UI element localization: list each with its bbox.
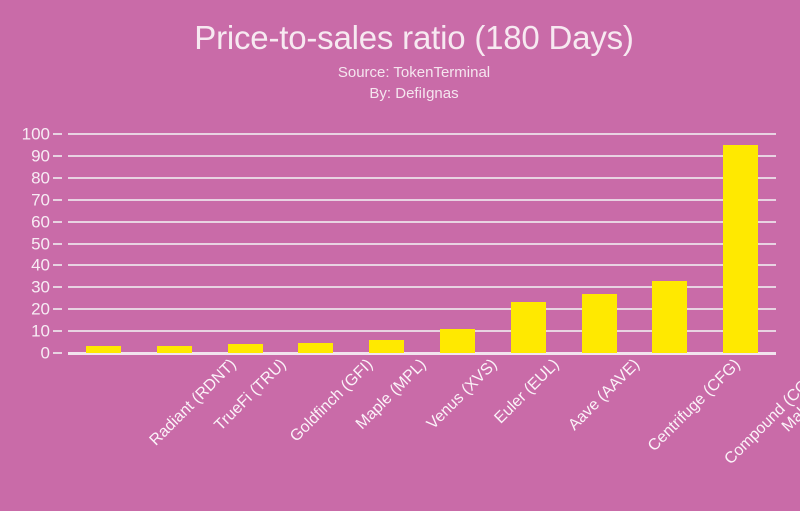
chart-subtitle-byline: By: DefiIgnas — [369, 85, 459, 102]
x-axis-tick-label: Euler (EUL) — [491, 356, 563, 428]
bar — [156, 346, 192, 353]
y-axis-tick-label: 100 — [21, 124, 50, 144]
gridline — [68, 198, 776, 201]
y-axis-tick-mark — [53, 198, 62, 201]
gridline — [68, 330, 776, 333]
gridline — [68, 133, 776, 135]
y-axis-tick-label: 10 — [31, 321, 50, 341]
bar — [723, 144, 759, 353]
y-axis-tick-label: 90 — [31, 146, 50, 166]
bar — [369, 339, 405, 353]
y-axis-tick-label: 30 — [31, 277, 50, 297]
chart-subtitle-source: Source: TokenTerminal — [337, 64, 491, 81]
y-axis-tick-mark — [53, 308, 62, 311]
x-axis-tick-label: Goldfinch (GFI) — [287, 356, 377, 446]
chart-title-block: Price-to-sales ratio (180 Days) Source: … — [0, 18, 800, 104]
chart-title: Price-to-sales ratio (180 Days) — [194, 19, 634, 56]
y-axis-tick-label: 60 — [31, 212, 50, 232]
plot-area — [68, 133, 776, 355]
bar — [510, 301, 546, 353]
y-axis-tick-mark — [53, 286, 62, 289]
y-axis-tick-label: 50 — [31, 234, 50, 253]
y-axis-tick-label: 70 — [31, 190, 50, 210]
x-axis-tick-label: Aave (AAVE) — [565, 356, 644, 434]
x-axis-tick-label: Centrifuge (CFG) — [644, 356, 744, 455]
gridline — [68, 176, 776, 179]
gridline — [68, 352, 776, 355]
gridline — [68, 220, 776, 223]
bar — [652, 280, 688, 353]
y-axis-tick-mark — [53, 133, 62, 135]
bar — [227, 344, 263, 353]
bar — [85, 346, 121, 353]
y-axis-tick-mark — [53, 154, 62, 157]
gridline — [68, 264, 776, 267]
y-axis-tick-label: 20 — [31, 299, 50, 319]
y-axis-tick-mark — [53, 220, 62, 223]
gridline — [68, 308, 776, 311]
x-axis-tick-label: Venus (XVS) — [423, 356, 501, 433]
y-axis-tick-label: 80 — [31, 168, 50, 188]
y-axis-tick-mark — [53, 264, 62, 267]
gridline — [68, 242, 776, 245]
y-axis-tick-label: 0 — [40, 343, 50, 363]
bar — [439, 328, 475, 353]
y-axis-tick-mark — [53, 176, 62, 179]
gridline — [68, 286, 776, 289]
bar — [298, 343, 334, 353]
y-axis: 100 90 80 70 60 50 40 30 20 10 0 — [0, 126, 62, 362]
bars-layer — [68, 134, 776, 353]
y-axis-tick-mark — [53, 352, 62, 354]
bar — [581, 293, 617, 353]
y-axis-tick-label: 40 — [31, 255, 50, 275]
x-axis-labels: Radiant (RDNT) TrueFi (TRU) Goldfinch (GFI… — [68, 356, 800, 486]
y-axis-tick-mark — [53, 242, 62, 245]
y-axis-tick-mark — [53, 330, 62, 333]
gridline — [68, 154, 776, 157]
x-axis-tick-label: Radiant (RDNT) — [146, 356, 241, 450]
